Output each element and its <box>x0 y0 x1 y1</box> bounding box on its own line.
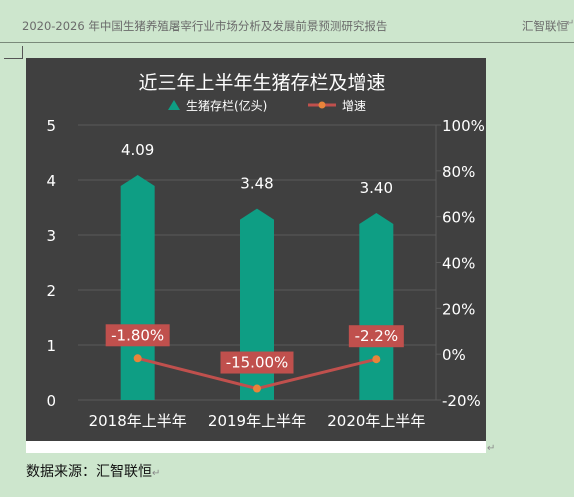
growth-label: -15.00% <box>226 354 289 372</box>
header-title: 2020-2026 年中国生猪养殖屠宰行业市场分析及发展前景预测研究报告 <box>22 19 388 33</box>
y-right-tick-label: -20% <box>442 392 481 410</box>
growth-label-box <box>348 325 404 348</box>
legend: 生猪存栏(亿头) 增速 <box>168 98 366 113</box>
line-layer: -1.80% -15.00% -2.2% <box>105 324 404 393</box>
y-left-tick-label: 2 <box>46 282 56 300</box>
source-note: 数据来源：汇智联恒↵ <box>26 461 160 481</box>
legend-line-label: 增速 <box>342 99 366 113</box>
x-tick-label: 2020年上半年 <box>327 412 425 430</box>
bar-value-label: 4.09 <box>121 141 154 159</box>
y-right-tick-label: 0% <box>442 346 466 364</box>
x-tick-label: 2019年上半年 <box>208 412 306 430</box>
y-axis-left: 0 1 2 3 4 5 <box>46 117 56 410</box>
growth-marker <box>253 384 261 393</box>
y-right-tick-label: 80% <box>442 163 475 181</box>
y-left-tick-label: 1 <box>46 337 56 355</box>
x-axis: 2018年上半年 2019年上半年 2020年上半年 <box>89 412 426 430</box>
y-left-tick-label: 3 <box>46 227 56 245</box>
bar-value-label: 3.48 <box>240 175 273 193</box>
growth-marker <box>372 355 381 364</box>
y-right-tick-label: 40% <box>442 255 475 273</box>
y-right-tick-label: 60% <box>442 209 475 227</box>
paragraph-mark-header: ↵ <box>566 18 574 29</box>
y-right-tick-label: 20% <box>442 300 475 318</box>
header-brand: 汇智联恒 <box>522 19 568 33</box>
document-header: 2020-2026 年中国生猪养殖屠宰行业市场分析及发展前景预测研究报告 汇智联… <box>0 0 574 43</box>
y-axis-right: -20% 0% 20% 40% 60% 80% 100% <box>435 117 485 410</box>
bar <box>120 175 155 400</box>
legend-bar-label: 生猪存栏(亿头) <box>186 98 267 113</box>
growth-label: -2.2% <box>355 327 399 345</box>
growth-label-box <box>105 324 170 347</box>
bar-value-label: 3.40 <box>360 179 393 197</box>
growth-marker <box>133 354 142 363</box>
paragraph-mark-chart: ↵ <box>487 443 496 454</box>
y-left-tick-label: 4 <box>46 172 56 190</box>
chart-svg: 近三年上半年生猪存栏及增速 生猪存栏(亿头) 增速 0 1 2 3 4 5 -20% 0% 20… <box>46 72 485 430</box>
chart-bottom-band <box>26 441 486 453</box>
chart-title: 近三年上半年生猪存栏及增速 <box>138 72 385 94</box>
paragraph-mark: ↵ <box>152 468 161 479</box>
legend-line-marker <box>318 101 326 109</box>
legend-bar-swatch <box>168 100 180 110</box>
y-left-tick-label: 0 <box>46 392 56 410</box>
source-text: 数据来源：汇智联恒 <box>26 464 152 480</box>
growth-label: -1.80% <box>111 326 164 344</box>
bar <box>359 213 394 400</box>
margin-corner-mark <box>4 46 23 59</box>
x-tick-label: 2018年上半年 <box>89 412 187 430</box>
chart-container: 近三年上半年生猪存栏及增速 生猪存栏(亿头) 增速 0 1 2 3 4 5 -20% 0% 20… <box>26 58 486 453</box>
y-left-tick-label: 5 <box>46 117 56 135</box>
growth-label-box <box>220 351 294 374</box>
y-right-tick-label: 100% <box>442 117 485 135</box>
